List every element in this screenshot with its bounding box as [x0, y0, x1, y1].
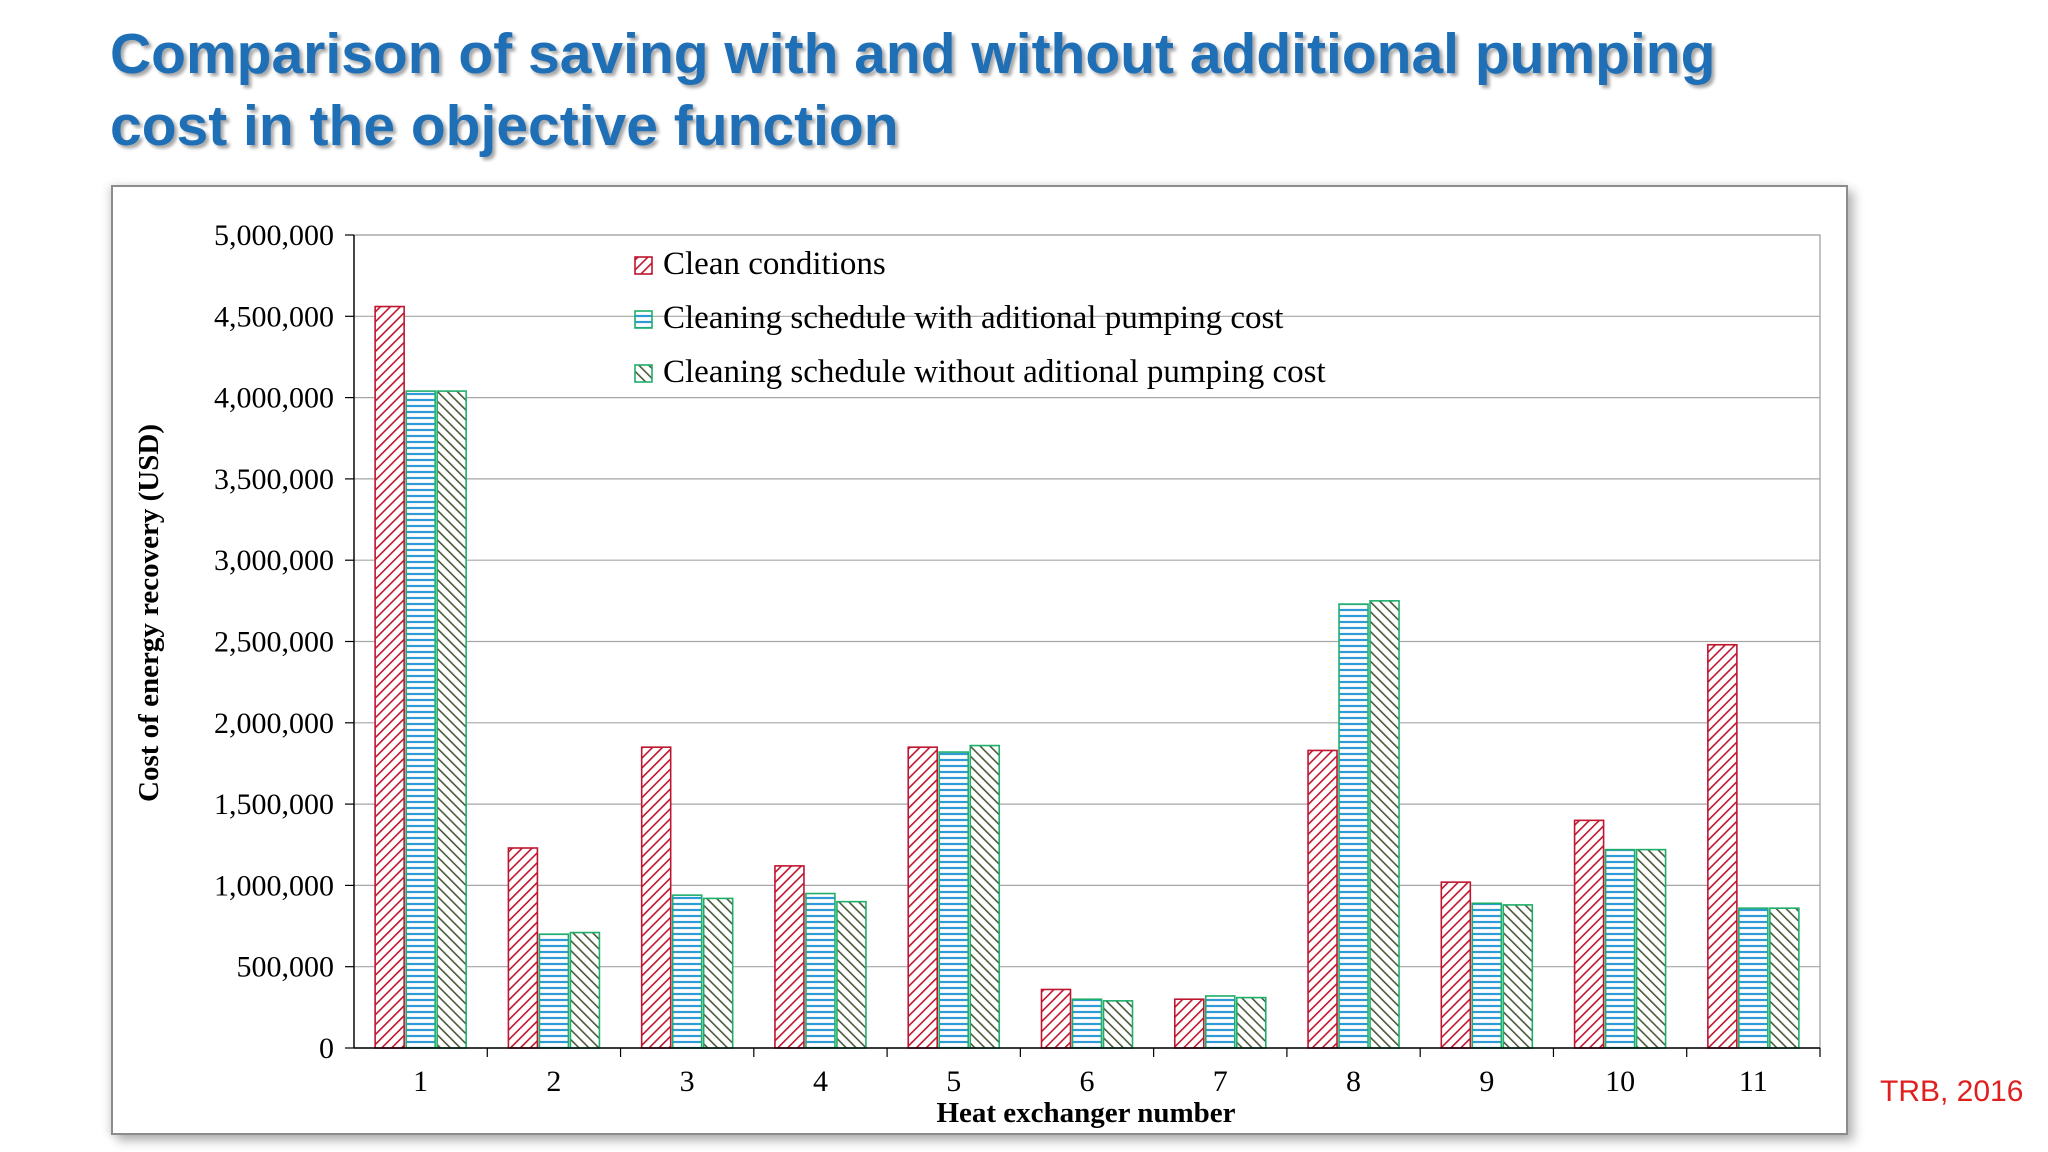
citation: TRB, 2016: [1880, 1075, 2024, 1108]
bar-series2-hx5: [938, 751, 970, 1049]
y-tick-label: 1,500,000: [214, 788, 334, 821]
x-tick-label: 6: [1080, 1065, 1095, 1098]
bar-series2-hx8: [1338, 603, 1369, 1049]
y-tick-label: 4,000,000: [214, 382, 334, 415]
bar-series1-hx5: [907, 746, 939, 1049]
y-tick-label: 3,500,000: [214, 463, 334, 496]
y-tick-label: 0: [319, 1032, 334, 1065]
bar-series1-hx1: [374, 305, 405, 1049]
bar-series2-hx3: [671, 894, 703, 1049]
bar-series3-hx3: [702, 897, 734, 1049]
bar-series3-hx8: [1369, 600, 1400, 1049]
bar-series1-hx3: [640, 746, 672, 1049]
bar-series1-hx6: [1040, 988, 1072, 1049]
legend: Clean conditions Cleaning schedule with a…: [634, 246, 1326, 390]
y-tick-label: 500,000: [237, 951, 335, 984]
bar-series3-hx1: [436, 390, 467, 1049]
bar-series2-hx7: [1204, 995, 1236, 1049]
bar-series2-hx11: [1738, 907, 1769, 1049]
bar-series1-hx10: [1573, 819, 1605, 1049]
bar-series3-hx7: [1235, 996, 1267, 1049]
bar-series1-hx4: [774, 865, 805, 1049]
legend-label-2: Cleaning schedule with aditional pumping…: [663, 300, 1283, 336]
y-tick-label: 3,000,000: [214, 544, 334, 577]
y-tick-label: 1,000,000: [214, 869, 334, 902]
bar-series3-hx9: [1502, 904, 1534, 1049]
y-tick-label: 2,000,000: [214, 707, 334, 740]
bar-series2-hx2: [538, 933, 570, 1049]
x-tick-label: 3: [680, 1065, 695, 1098]
bar-series1-hx7: [1173, 998, 1205, 1049]
bars: [374, 305, 1800, 1049]
bar-series1-hx8: [1307, 749, 1338, 1049]
x-tick-label: 8: [1346, 1065, 1361, 1098]
x-tick-label: 5: [946, 1065, 961, 1098]
x-tick-label: 2: [546, 1065, 561, 1098]
bar-series1-hx9: [1440, 881, 1472, 1049]
x-tick-label: 11: [1739, 1065, 1768, 1098]
bar-series2-hx4: [805, 892, 836, 1049]
bar-series3-hx2: [569, 931, 601, 1049]
bar-series3-hx4: [836, 900, 867, 1049]
x-tick-label: 9: [1479, 1065, 1494, 1098]
bar-series1-hx2: [507, 847, 539, 1049]
chart-frame: 0 500,000 1,000,000 1,500,000 2,000,000 2,500…: [111, 185, 1848, 1135]
legend-swatch-2: [634, 310, 653, 329]
legend-swatch-1: [634, 256, 653, 275]
y-tick-label: 4,500,000: [214, 300, 334, 333]
bar-series2-hx6: [1071, 998, 1103, 1049]
slide-title-line2: cost in the objective function: [110, 94, 899, 158]
x-tick-label: 10: [1605, 1065, 1635, 1098]
bar-chart: 0 500,000 1,000,000 1,500,000 2,000,000 2,500…: [133, 219, 1821, 1129]
legend-label-3: Cleaning schedule without aditional pump…: [663, 354, 1326, 390]
bar-series1-hx11: [1707, 643, 1738, 1049]
axes: 0 500,000 1,000,000 1,500,000 2,000,000 2,500…: [214, 219, 1821, 1098]
legend-label-1: Clean conditions: [663, 246, 886, 282]
bar-series3-hx6: [1102, 1000, 1134, 1049]
y-tick-label: 2,500,000: [214, 626, 334, 659]
legend-swatch-3: [634, 364, 653, 383]
bar-series2-hx10: [1604, 848, 1636, 1049]
bar-series2-hx1: [405, 390, 436, 1049]
x-axis-label: Heat exchanger number: [936, 1097, 1235, 1129]
slide-title-line1: Comparison of saving with and without ad…: [110, 22, 1716, 86]
x-tick-label: 4: [813, 1065, 828, 1098]
x-tick-label: 1: [413, 1065, 428, 1098]
x-tick-label: 7: [1213, 1065, 1228, 1098]
bar-series3-hx11: [1769, 907, 1800, 1049]
bar-series2-hx9: [1471, 902, 1503, 1049]
slide-title: Comparison of saving with and without ad…: [110, 18, 1910, 162]
y-axis-label: Cost of energy recovery (USD): [133, 424, 165, 802]
y-tick-label: 5,000,000: [214, 219, 334, 252]
bar-series3-hx10: [1635, 848, 1667, 1049]
bar-series3-hx5: [969, 744, 1001, 1049]
